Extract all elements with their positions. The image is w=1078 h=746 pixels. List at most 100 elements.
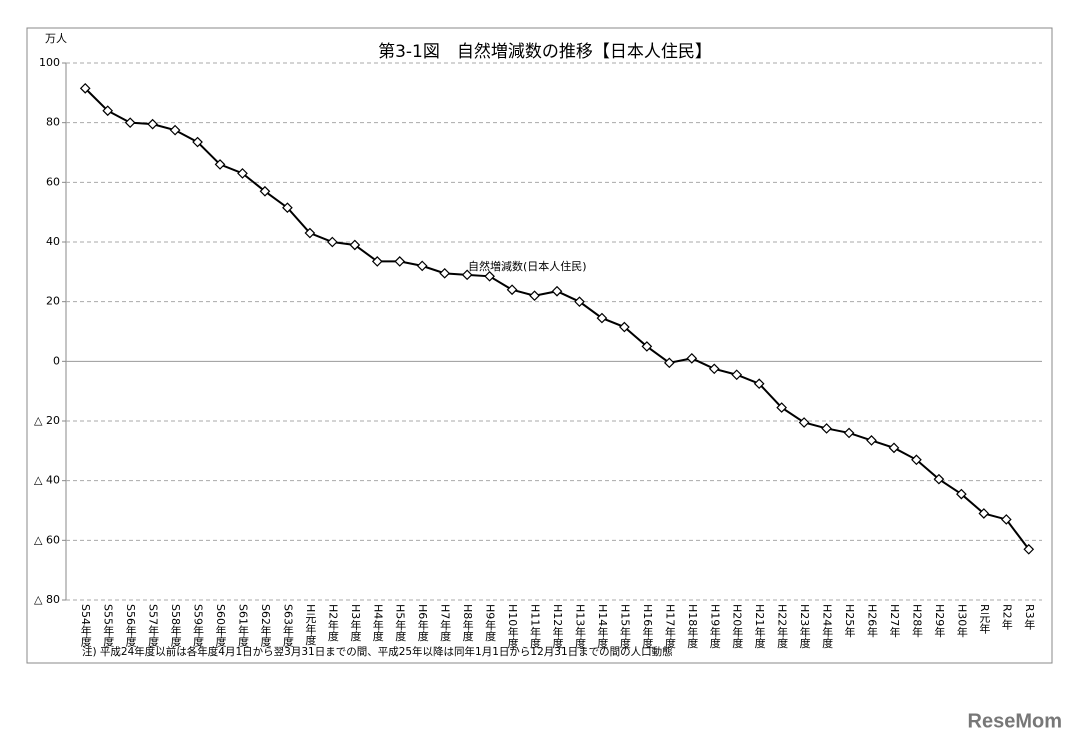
x-tick-label: H20年度 [731,604,744,649]
x-tick-label: H6年度 [416,604,429,642]
data-point [663,357,675,369]
series-label: 自然増減数(日本人住民) [468,259,587,273]
data-point [259,185,271,197]
x-tick-label: H11年度 [529,604,542,649]
x-tick-label: H3年度 [349,604,362,642]
y-tick-label: 80 [46,116,60,129]
y-tick-label: 100 [39,56,60,69]
x-tick-label: H29年 [933,604,946,637]
data-point [416,260,428,272]
data-point [79,83,91,94]
x-tick-label: S61年度 [236,604,249,648]
data-point [866,435,877,446]
x-tick-label: H19年度 [708,604,721,649]
data-point [708,363,720,375]
x-tick-label: S60年度 [214,604,227,648]
data-point [956,488,967,500]
data-point [282,202,293,214]
data-point [933,473,945,485]
x-tick-label: S63年度 [281,604,294,648]
y-tick-label: △ 40 [34,474,60,487]
chart-frame [26,27,1053,664]
series-line [84,87,1030,550]
data-point [1023,543,1035,555]
data-point [484,270,495,282]
x-tick-label: H5年度 [394,604,407,642]
x-tick-label: S58年度 [169,604,182,648]
data-point [147,118,158,130]
x-tick-label: H8年度 [461,604,474,642]
data-point [327,236,338,248]
data-point [304,227,316,239]
data-point [798,417,810,428]
data-point [529,290,540,302]
y-tick-label: 40 [46,235,60,248]
x-tick-label: S57年度 [147,604,160,648]
x-tick-label: H14年度 [596,604,609,649]
x-tick-label: H7年度 [439,604,452,642]
y-tick-label: △ 80 [34,593,60,606]
data-point [371,256,383,267]
x-tick-label: H9年度 [484,604,497,642]
data-point [911,454,922,466]
data-point [461,269,473,281]
data-point [192,136,203,148]
x-tick-label: H2年度 [326,604,339,642]
data-point [394,256,406,267]
x-tick-label: H21年度 [753,604,766,649]
data-point [102,105,114,117]
data-point [888,442,900,454]
data-point [574,296,585,308]
x-tick-label: R2年 [1000,604,1013,630]
watermark: ReseMom [968,710,1062,732]
x-tick-label: H25年 [843,604,856,637]
x-tick-label: H27年 [888,604,901,637]
data-point [619,321,630,333]
data-point [843,427,855,439]
data-point [731,369,743,381]
x-tick-label: H30年 [955,604,968,637]
x-tick-label: H22年度 [776,604,789,649]
note: 注) 平成24年度以前は各年度4月1日から翌3月31日までの間、平成25年以降は… [82,645,673,658]
x-tick-label: H28年 [910,604,923,637]
data-point [686,353,698,364]
data-point [641,341,653,352]
data-point [169,124,181,136]
x-tick-label: H13年度 [573,604,586,649]
data-point [776,402,787,413]
data-point [596,312,608,324]
x-tick-label: H10年度 [506,604,519,649]
x-tick-label: H元年度 [304,604,317,646]
x-tick-label: S59年度 [192,604,205,648]
x-tick-label: H16年度 [641,604,654,649]
x-tick-label: S54年度 [79,604,92,648]
x-tick-label: H15年度 [618,604,631,649]
x-tick-label: R元年 [978,604,991,634]
x-tick-label: H26年 [866,604,879,637]
data-point [439,267,451,279]
data-point [214,159,226,170]
x-tick-label: H4年度 [371,604,384,642]
data-point [506,284,518,296]
data-point [821,423,832,434]
x-tick-label: H18年度 [686,604,699,649]
y-tick-label: 0 [53,354,60,367]
x-tick-label: H17年度 [663,604,676,649]
x-tick-label: H24年度 [821,604,834,649]
data-point [551,285,563,297]
y-tick-label: 20 [46,295,60,308]
x-tick-label: R3年 [1023,604,1036,630]
y-tick-label: △ 60 [34,533,60,546]
x-tick-label: S55年度 [102,604,115,648]
data-point [124,117,136,129]
data-point [349,239,361,251]
x-tick-label: H23年度 [798,604,811,649]
y-tick-label: 60 [46,175,60,188]
data-point [237,168,248,179]
x-tick-label: S56年度 [124,604,137,648]
chart-title: 第3-1図 自然増減数の推移【日本人住民】 [378,42,712,62]
data-point [753,378,765,390]
data-point [978,508,990,519]
x-tick-label: S62年度 [259,604,272,648]
